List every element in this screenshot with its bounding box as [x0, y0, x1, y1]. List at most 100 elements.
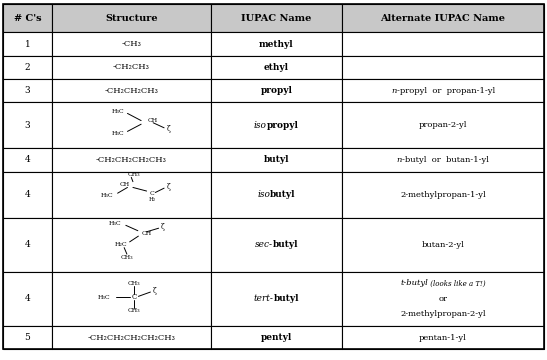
Bar	[342, 218, 544, 272]
Bar	[52, 326, 211, 349]
Text: CH₃: CH₃	[127, 172, 141, 177]
Bar	[52, 56, 211, 79]
Text: ζ: ζ	[153, 287, 156, 295]
Bar	[342, 32, 544, 56]
Bar	[211, 272, 342, 326]
Text: butyl: butyl	[274, 294, 299, 303]
Bar	[342, 148, 544, 172]
Text: (looks like a T!): (looks like a T!)	[428, 279, 486, 287]
Bar	[211, 218, 342, 272]
Bar	[3, 56, 52, 79]
Bar	[342, 4, 544, 32]
Text: -butyl  or  butan-1-yl: -butyl or butan-1-yl	[402, 156, 489, 164]
Text: butyl: butyl	[272, 240, 298, 249]
Bar	[52, 272, 211, 326]
Text: 2: 2	[25, 63, 30, 72]
Text: -CH₂CH₂CH₂CH₂CH₃: -CH₂CH₂CH₂CH₂CH₃	[88, 334, 175, 342]
Text: H₃C: H₃C	[97, 294, 110, 300]
Bar	[211, 4, 342, 32]
Bar	[3, 32, 52, 56]
Text: CH: CH	[141, 231, 152, 236]
Bar	[211, 148, 342, 172]
Text: tert-: tert-	[254, 294, 274, 303]
Bar	[3, 172, 52, 218]
Text: H₃C: H₃C	[111, 131, 124, 136]
Text: C: C	[150, 192, 154, 197]
Text: CH: CH	[120, 182, 130, 187]
Text: butyl: butyl	[264, 156, 289, 165]
Bar	[52, 148, 211, 172]
Text: pentyl: pentyl	[260, 333, 292, 342]
Text: butyl: butyl	[270, 190, 295, 199]
Text: 5: 5	[25, 333, 30, 342]
Text: ethyl: ethyl	[264, 63, 289, 72]
Text: 4: 4	[25, 156, 30, 165]
Bar	[3, 272, 52, 326]
Text: ζ: ζ	[167, 125, 170, 132]
Text: t-butyl: t-butyl	[400, 279, 428, 287]
Bar	[52, 79, 211, 102]
Text: H₂: H₂	[148, 197, 156, 202]
Bar	[3, 218, 52, 272]
Text: IUPAC Name: IUPAC Name	[241, 14, 311, 23]
Bar	[211, 79, 342, 102]
Text: methyl: methyl	[259, 40, 294, 49]
Text: -propyl  or  propan-1-yl: -propyl or propan-1-yl	[397, 87, 495, 95]
Text: ζ: ζ	[161, 224, 165, 231]
Text: C: C	[131, 293, 137, 301]
Text: CH₃: CH₃	[127, 281, 141, 286]
Bar	[3, 148, 52, 172]
Bar	[52, 102, 211, 148]
Bar	[52, 218, 211, 272]
Bar	[3, 4, 52, 32]
Bar	[211, 326, 342, 349]
Bar	[52, 172, 211, 218]
Text: CH₃: CH₃	[120, 255, 133, 260]
Bar	[342, 79, 544, 102]
Bar	[211, 102, 342, 148]
Bar	[211, 172, 342, 218]
Text: n: n	[397, 156, 402, 164]
Text: CH₃: CH₃	[127, 308, 141, 313]
Text: 2-methylpropan-2-yl: 2-methylpropan-2-yl	[400, 310, 486, 318]
Text: 4: 4	[25, 190, 30, 199]
Text: propan-2-yl: propan-2-yl	[419, 121, 467, 129]
Text: 4: 4	[25, 240, 30, 249]
Bar	[342, 102, 544, 148]
Text: pentan-1-yl: pentan-1-yl	[419, 334, 467, 342]
Text: -CH₂CH₂CH₃: -CH₂CH₂CH₃	[104, 87, 158, 95]
Text: H₃C: H₃C	[108, 221, 121, 226]
Bar	[3, 79, 52, 102]
Text: n: n	[391, 87, 397, 95]
Text: 4: 4	[25, 294, 30, 303]
Text: butan-2-yl: butan-2-yl	[422, 241, 464, 249]
Bar	[211, 56, 342, 79]
Text: iso: iso	[254, 121, 267, 130]
Text: -CH₂CH₂CH₂CH₃: -CH₂CH₂CH₂CH₃	[96, 156, 167, 164]
Bar	[52, 32, 211, 56]
Bar	[342, 272, 544, 326]
Text: H₃C: H₃C	[111, 109, 124, 114]
Text: iso: iso	[257, 190, 270, 199]
Text: CH: CH	[148, 118, 158, 123]
Bar	[3, 326, 52, 349]
Text: # C's: # C's	[14, 14, 41, 23]
Text: ζ: ζ	[167, 184, 170, 192]
Text: -CH₂CH₃: -CH₂CH₃	[113, 63, 150, 71]
Text: 3: 3	[25, 86, 30, 95]
Text: propyl: propyl	[260, 86, 292, 95]
Text: 3: 3	[25, 121, 30, 130]
Text: 2-methylpropan-1-yl: 2-methylpropan-1-yl	[400, 191, 486, 199]
Text: -CH₃: -CH₃	[121, 40, 141, 48]
Text: propyl: propyl	[267, 121, 299, 130]
Text: Alternate IUPAC Name: Alternate IUPAC Name	[381, 14, 505, 23]
Text: Structure: Structure	[105, 14, 158, 23]
Bar	[342, 56, 544, 79]
Text: 1: 1	[25, 40, 30, 49]
Text: sec-: sec-	[254, 240, 272, 249]
Bar	[211, 32, 342, 56]
Bar	[342, 172, 544, 218]
Text: H₂C: H₂C	[115, 242, 128, 247]
Text: H₃C: H₃C	[100, 193, 113, 198]
Bar	[3, 102, 52, 148]
